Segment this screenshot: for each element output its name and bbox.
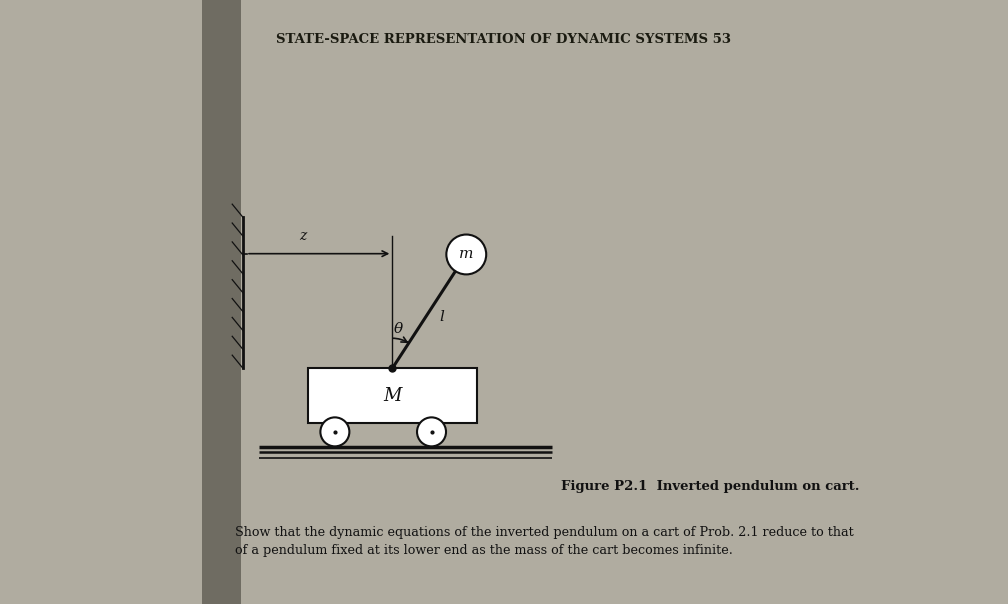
Text: l: l [438, 310, 444, 324]
Text: STATE-SPACE REPRESENTATION OF DYNAMIC SYSTEMS 53: STATE-SPACE REPRESENTATION OF DYNAMIC SY… [276, 33, 732, 46]
Text: z: z [299, 228, 306, 243]
Circle shape [417, 417, 446, 446]
Text: Show that the dynamic equations of the inverted pendulum on a cart of Prob. 2.1 : Show that the dynamic equations of the i… [235, 526, 854, 539]
Circle shape [321, 417, 350, 446]
Text: of a pendulum fixed at its lower end as the mass of the cart becomes infinite.: of a pendulum fixed at its lower end as … [235, 544, 733, 557]
Text: Figure P2.1  Inverted pendulum on cart.: Figure P2.1 Inverted pendulum on cart. [561, 480, 860, 493]
Circle shape [447, 234, 486, 274]
Bar [307, 368, 477, 423]
Bar [202, 0, 241, 604]
Text: M: M [383, 387, 401, 405]
Text: θ: θ [394, 322, 403, 336]
Text: m: m [459, 248, 474, 262]
